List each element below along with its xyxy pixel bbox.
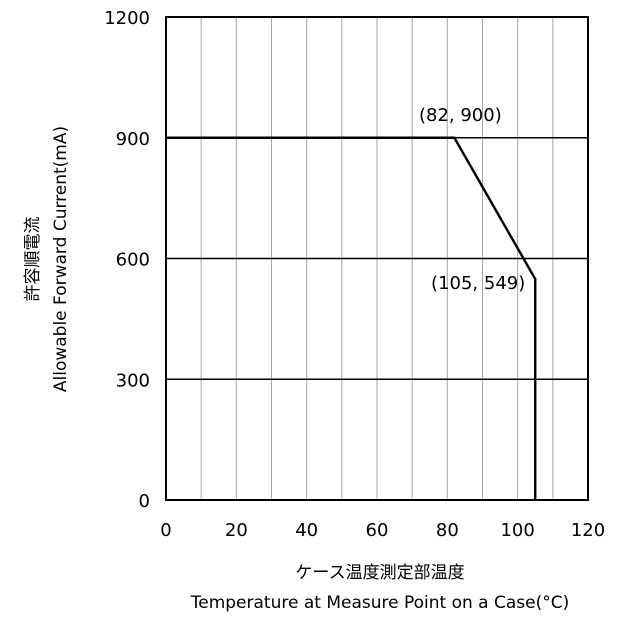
x-tick-label: 120 (571, 520, 605, 541)
y-axis-title-jp: 許容順電流 (23, 217, 43, 302)
annotation-label: (105, 549) (431, 273, 525, 294)
x-axis-title: Temperature at Measure Point on a Case(°… (190, 593, 569, 613)
y-tick-label: 1200 (104, 8, 150, 29)
y-tick-label: 0 (139, 491, 150, 512)
y-axis-title: Allowable Forward Current(mA) (51, 126, 71, 392)
y-tick-label: 300 (116, 370, 150, 391)
x-tick-label: 40 (295, 520, 318, 541)
x-axis-title-jp: ケース温度測定部温度 (295, 563, 464, 583)
x-tick-label: 0 (160, 520, 171, 541)
x-tick-label: 100 (500, 520, 534, 541)
y-tick-label: 900 (116, 129, 150, 150)
y-tick-labels: 0 300 600 900 1200 (104, 8, 150, 512)
annotation-label: (82, 900) (419, 105, 502, 126)
annotations: (82, 900) (105, 549) (419, 105, 525, 294)
x-tick-label: 80 (436, 520, 459, 541)
x-tick-label: 60 (366, 520, 389, 541)
x-tick-label: 20 (225, 520, 248, 541)
plot-frame (165, 16, 589, 501)
x-tick-labels: 0 20 40 60 80 100 120 (160, 520, 605, 541)
series-line-allowable-current (166, 136, 537, 500)
y-tick-label: 600 (116, 250, 150, 271)
